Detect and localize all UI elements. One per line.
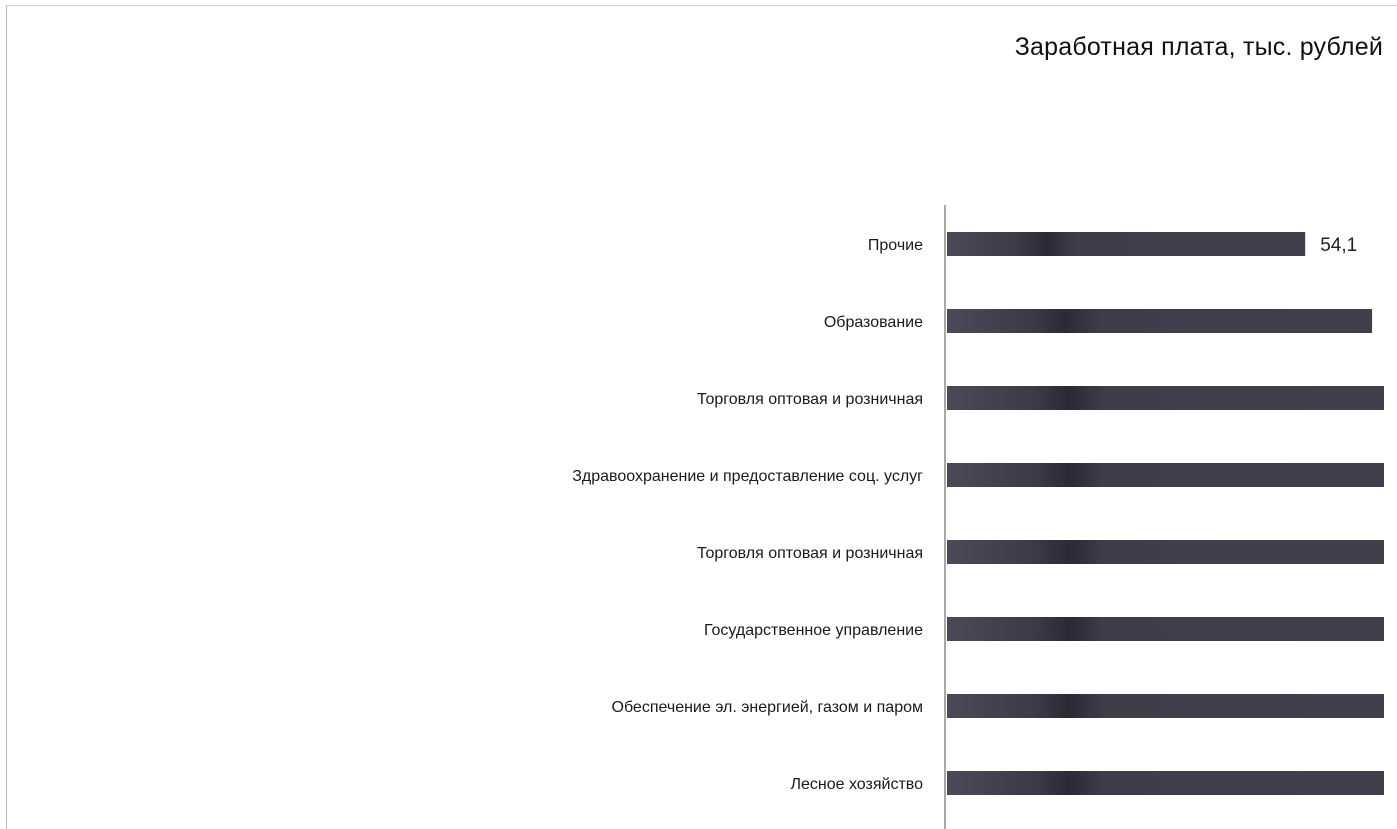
bar — [947, 463, 1384, 487]
category-label: Государственное управление — [704, 622, 923, 639]
bar — [947, 617, 1384, 641]
page-frame — [6, 5, 1397, 829]
bar — [947, 232, 1306, 256]
chart-title: Заработная плата, тыс. рублей — [1014, 33, 1383, 61]
bar — [947, 309, 1373, 333]
data-label: 54,1 — [1320, 235, 1357, 256]
bar — [947, 771, 1384, 795]
category-label: Здравоохранение и предоставление соц. ус… — [572, 468, 923, 485]
bar — [947, 694, 1384, 718]
category-label: Образование — [824, 314, 923, 331]
bar — [947, 540, 1384, 564]
category-label: Лесное хозяйство — [791, 776, 924, 793]
category-label: Торговля оптовая и розничная — [697, 391, 923, 408]
bar-series: Прочие 54,1 Образование Торговля оптовая и … — [572, 232, 1384, 795]
category-label: Обеспечение эл. энергией, газом и паром — [612, 699, 924, 716]
bar — [947, 386, 1384, 410]
category-label: Торговля оптовая и розничная — [697, 545, 923, 562]
category-label: Прочие — [868, 237, 923, 254]
